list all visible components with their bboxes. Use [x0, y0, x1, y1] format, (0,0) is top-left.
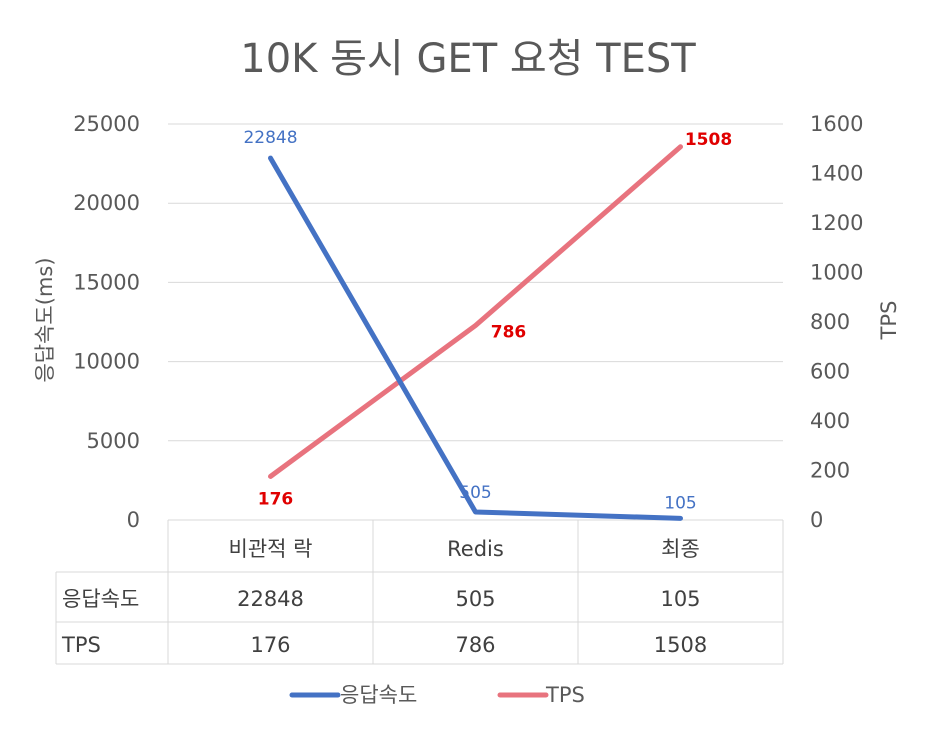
right-tick-label: 1600: [810, 112, 863, 136]
table-cell: 786: [455, 633, 495, 657]
left-tick-label: 10000: [73, 350, 140, 374]
right-tick-label: 200: [810, 459, 850, 483]
left-tick-label: 5000: [87, 429, 140, 453]
table-cell: 505: [455, 587, 495, 611]
left-axis-title: 응답속도(ms): [33, 257, 57, 382]
left-axis-ticks: 0 5000 10000 15000 20000 25000: [73, 112, 140, 532]
data-label-response: 22848: [243, 128, 297, 148]
table-row-header: TPS: [61, 633, 101, 657]
left-tick-label: 15000: [73, 270, 140, 294]
right-tick-label: 1400: [810, 162, 863, 186]
data-labels: 22848 505 105 176 786 1508: [243, 128, 732, 513]
right-tick-label: 1000: [810, 261, 863, 285]
data-label-tps: 1508: [685, 130, 732, 150]
category-label: Redis: [447, 537, 504, 561]
right-tick-label: 600: [810, 360, 850, 384]
right-tick-label: 800: [810, 310, 850, 334]
table-cell: 1508: [654, 633, 707, 657]
right-tick-label: 0: [810, 508, 823, 532]
table-cell: 22848: [237, 587, 304, 611]
right-axis-title: TPS: [877, 301, 901, 341]
data-label-tps: 176: [258, 489, 294, 509]
legend-label-response: 응답속도: [340, 683, 417, 707]
category-label: 최종: [661, 537, 700, 561]
right-tick-label: 400: [810, 409, 850, 433]
right-tick-label: 1200: [810, 211, 863, 235]
left-tick-label: 25000: [73, 112, 140, 136]
chart-title: 10K 동시 GET 요청 TEST: [240, 36, 696, 82]
legend-label-tps: TPS: [545, 683, 585, 707]
series-line-response: [268, 155, 683, 521]
data-label-tps: 786: [491, 322, 527, 342]
series-lines: [268, 144, 683, 521]
table-cell: 105: [660, 587, 700, 611]
data-label-response: 105: [664, 493, 696, 513]
legend: 응답속도 TPS: [289, 683, 585, 707]
series-line-tps: [268, 144, 683, 479]
table-cell: 176: [250, 633, 290, 657]
category-label: 비관적 락: [229, 537, 313, 561]
left-tick-label: 0: [127, 508, 140, 532]
table-row-header: 응답속도: [62, 587, 139, 611]
data-label-response: 505: [459, 483, 491, 503]
left-tick-label: 20000: [73, 191, 140, 215]
grid-lines: [168, 123, 783, 442]
right-axis-ticks: 0 200 400 600 800 1000 1200 1400 1600: [810, 112, 863, 532]
